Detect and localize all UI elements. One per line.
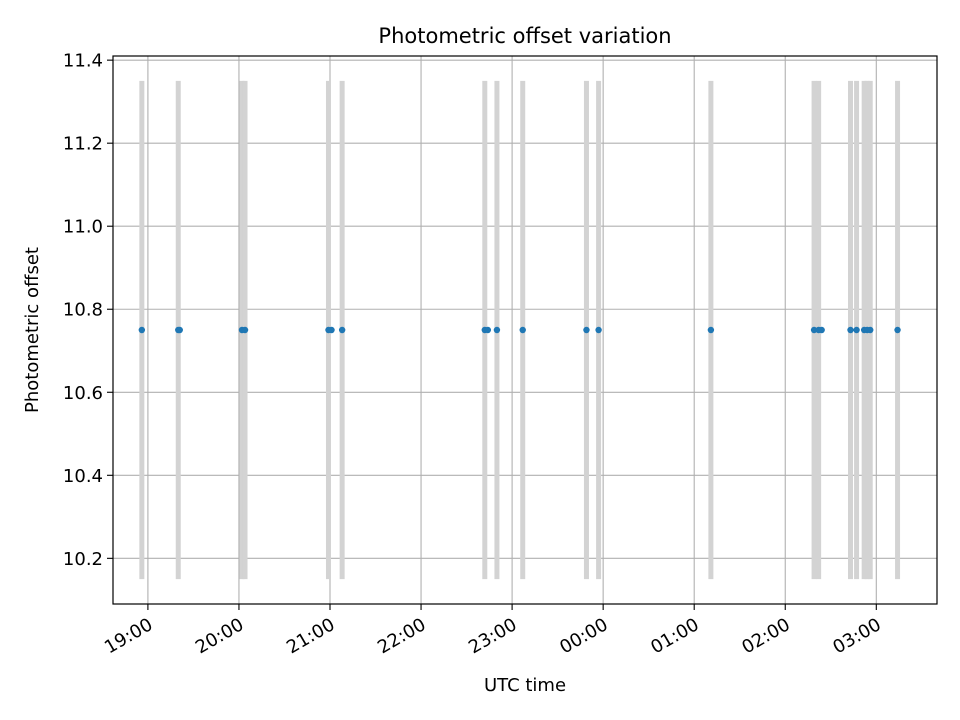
data-point bbox=[338, 326, 346, 334]
data-point bbox=[519, 326, 526, 334]
y-tick-label: 11.0 bbox=[63, 217, 103, 238]
plot-frame bbox=[112, 55, 938, 605]
data-point bbox=[493, 326, 501, 334]
data-point bbox=[894, 326, 901, 334]
data-point bbox=[810, 326, 818, 334]
y-tick-label: 10.2 bbox=[63, 549, 103, 570]
data-point bbox=[847, 326, 854, 334]
data-point bbox=[328, 326, 335, 334]
x-axis-label: UTC time bbox=[484, 675, 566, 696]
data-point bbox=[583, 326, 590, 334]
y-tick-label: 10.6 bbox=[63, 383, 103, 404]
y-axis-label: Photometric offset bbox=[22, 247, 43, 413]
data-point bbox=[595, 326, 602, 334]
data-point bbox=[707, 326, 715, 334]
y-axis: 10.2 10.4 10.6 10.8 11.0 11.2 11.4 bbox=[63, 51, 113, 570]
data-point bbox=[241, 326, 249, 334]
data-points bbox=[138, 326, 901, 334]
chart-title: Photometric offset variation bbox=[378, 24, 671, 48]
y-tick-label: 10.8 bbox=[63, 300, 103, 321]
data-point bbox=[818, 326, 825, 334]
y-tick-label: 10.4 bbox=[63, 466, 103, 487]
y-tick-label: 11.4 bbox=[63, 51, 103, 72]
data-point bbox=[867, 326, 874, 334]
data-point bbox=[138, 326, 146, 334]
data-point bbox=[484, 326, 492, 334]
data-point bbox=[176, 326, 183, 334]
data-point bbox=[853, 326, 860, 334]
y-tick-label: 11.2 bbox=[63, 134, 103, 155]
